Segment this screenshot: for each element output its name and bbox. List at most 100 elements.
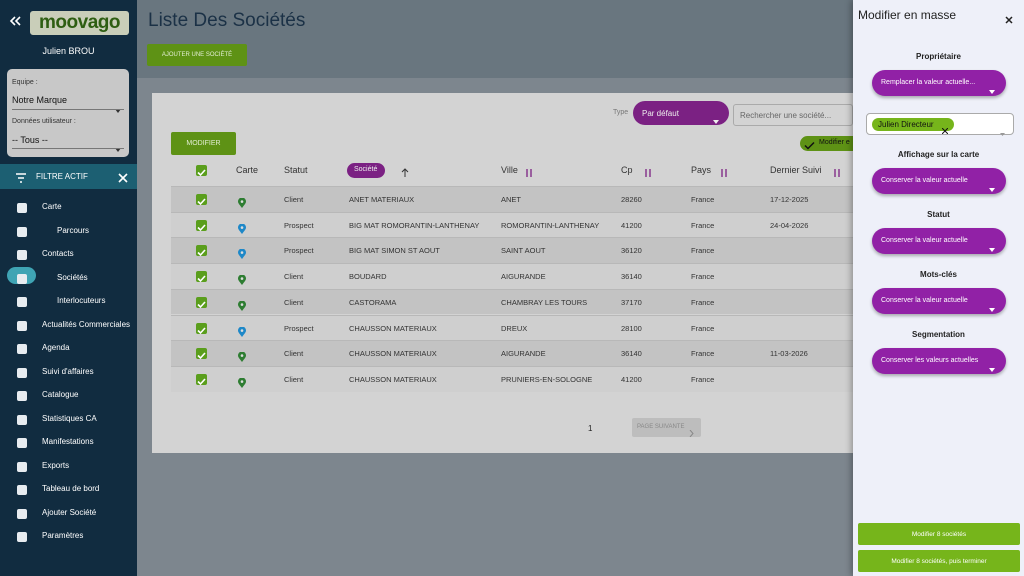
panel-close[interactable]	[1005, 11, 1013, 24]
table-row[interactable]: Client BOUDARD AIGURANDE 36140 France	[171, 263, 853, 289]
checkbox[interactable]	[196, 219, 207, 231]
cell-country: France	[691, 246, 715, 256]
value-select[interactable]: Conserver la valeur actuelle	[872, 228, 1006, 254]
menu-item[interactable]: Exports	[0, 459, 137, 473]
column-header[interactable]: Cp	[621, 165, 633, 175]
menu-item[interactable]: Agenda	[0, 341, 137, 355]
chip-remove[interactable]	[941, 121, 949, 135]
cell-country: France	[691, 297, 715, 307]
menu-item[interactable]: Catalogue	[0, 388, 137, 402]
checkbox[interactable]	[196, 348, 207, 360]
cell-country: France	[691, 272, 715, 282]
menu-icon	[16, 507, 28, 519]
menu-item[interactable]: Statistiques CA	[0, 412, 137, 426]
search-placeholder: Rechercher une société...	[740, 111, 832, 120]
modify-chip[interactable]: Modifier e	[800, 136, 860, 151]
menu-label: Catalogue	[42, 390, 79, 399]
next-page-button[interactable]: PAGE SUIVANTE	[632, 418, 701, 438]
table-row[interactable]: Client CHAUSSON MATERIAUX AIGURANDE 36140 Fr…	[171, 340, 853, 366]
checkbox[interactable]	[196, 194, 207, 206]
owner-select[interactable]: Julien Directeur	[866, 113, 1014, 136]
sort-icon	[644, 165, 652, 177]
cell-status: Client	[284, 374, 304, 384]
cell-company: BIG MAT ROMORANTIN-LANTHENAY	[349, 220, 480, 230]
menu-label: Statistiques CA	[42, 413, 97, 423]
value-select[interactable]: Conserver les valeurs actuelles	[872, 348, 1006, 374]
menu-item[interactable]: Suivi d'affaires	[0, 365, 137, 379]
add-company-button[interactable]: AJOUTER UNE SOCIÉTÉ	[147, 44, 247, 66]
user-data-select[interactable]: -- Tous --	[12, 135, 48, 145]
table-row[interactable]: Prospect BIG MAT SIMON ST AOUT SAINT AOUT 3…	[171, 237, 853, 264]
active-filter[interactable]: FILTRE ACTIF	[0, 164, 137, 189]
cell-status: Client	[284, 349, 304, 359]
cell-company: BIG MAT SIMON ST AOUT	[349, 246, 440, 256]
dropdown-arrow	[1000, 123, 1005, 136]
value-select[interactable]: Remplacer la valeur actuelle...	[872, 70, 1006, 96]
cell-city: AIGURANDE	[501, 349, 546, 359]
menu-item[interactable]: Parcours	[0, 224, 137, 238]
column-header[interactable]: Dernier Suivi	[770, 165, 822, 175]
menu-item[interactable]: Tableau de bord	[0, 482, 137, 496]
checkbox[interactable]	[196, 373, 207, 386]
checkbox[interactable]	[196, 322, 207, 334]
map-pin	[238, 375, 246, 388]
next-page-label: PAGE SUIVANTE	[637, 424, 685, 430]
menu-item[interactable]: Ajouter Société	[0, 506, 137, 520]
table-row[interactable]: Client ANET MATERIAUX ANET 28260 France 17-12…	[171, 186, 853, 212]
checkbox[interactable]	[196, 165, 207, 177]
type-select[interactable]: Par défaut	[633, 101, 729, 125]
menu-item[interactable]: Contacts	[0, 247, 137, 261]
dropdown-arrow	[115, 139, 121, 152]
filter-box: Equipe : Notre Marque Données utilisateur …	[7, 69, 129, 157]
team-select[interactable]: Notre Marque	[12, 95, 68, 105]
chip-check	[804, 138, 816, 150]
table-row[interactable]: Prospect BIG MAT ROMORANTIN-LANTHENAY ROMO…	[171, 211, 853, 238]
menu-label: Agenda	[42, 343, 70, 352]
menu-item[interactable]: Sociétés	[0, 266, 137, 285]
menu-icon	[16, 342, 28, 354]
owner-chip: Julien Directeur	[872, 118, 954, 135]
cell-company: ANET MATERIAUX	[349, 195, 415, 204]
table-row[interactable]: Client CASTORAMA CHAMBRAY LES TOURS 37170 Fr…	[171, 288, 853, 315]
menu-item[interactable]: Manifestations	[0, 435, 137, 449]
menu-item[interactable]: Actualités Commerciales	[0, 318, 137, 332]
page-number[interactable]: 1	[588, 424, 593, 433]
column-header[interactable]: Pays	[691, 165, 712, 175]
modify-button[interactable]: MODIFIER	[171, 132, 236, 155]
value-select[interactable]: Conserver la valeur actuelle	[872, 168, 1006, 194]
column-header[interactable]: Société	[354, 166, 378, 173]
submit-finish-button[interactable]: Modifier 8 sociétés, puis terminer	[858, 550, 1020, 572]
dropdown-arrow	[713, 111, 719, 124]
checkbox[interactable]	[196, 271, 207, 283]
table-row[interactable]: Prospect CHAUSSON MATERIAUX DREUX 28100 Fran…	[171, 314, 853, 341]
menu-label: Carte	[42, 202, 62, 211]
menu-icon	[16, 483, 28, 495]
dropdown-arrow	[989, 299, 995, 312]
menu-item[interactable]: Interlocuteurs	[0, 294, 137, 308]
menu-label: Interlocuteurs	[57, 296, 106, 305]
collapse-button[interactable]	[8, 14, 22, 28]
map-pin	[238, 349, 246, 363]
menu-label: Actualités Commerciales	[42, 319, 131, 329]
sort-arrow	[401, 165, 409, 177]
menu-item[interactable]: Carte	[0, 200, 137, 214]
sidebar: moovago Julien BROU Equipe : Notre Marque Do…	[0, 0, 137, 576]
checkbox[interactable]	[196, 296, 207, 308]
search-input[interactable]: Rechercher une société...	[733, 104, 853, 126]
filter-icon	[15, 171, 27, 183]
table-row[interactable]: Client CHAUSSON MATERIAUX PRUNIERS-EN-SOLO…	[171, 365, 853, 392]
submit-button[interactable]: Modifier 8 sociétés	[858, 523, 1020, 545]
column-header: Carte	[236, 165, 259, 175]
cell-last: 11-03-2026	[770, 349, 808, 359]
panel-title: Modifier en masse	[858, 8, 957, 22]
column-header[interactable]: Ville	[501, 165, 518, 175]
cell-cp: 37170	[621, 297, 642, 307]
cell-city: PRUNIERS-EN-SOLOGNE	[501, 374, 593, 384]
checkbox[interactable]	[196, 245, 207, 257]
menu-item[interactable]: Paramètres	[0, 529, 137, 543]
dropdown-arrow	[989, 359, 995, 372]
menu-label: Parcours	[57, 225, 90, 235]
cell-city: SAINT AOUT	[501, 246, 546, 256]
menu-icon	[16, 460, 28, 472]
value-select[interactable]: Conserver la valeur actuelle	[872, 288, 1006, 314]
